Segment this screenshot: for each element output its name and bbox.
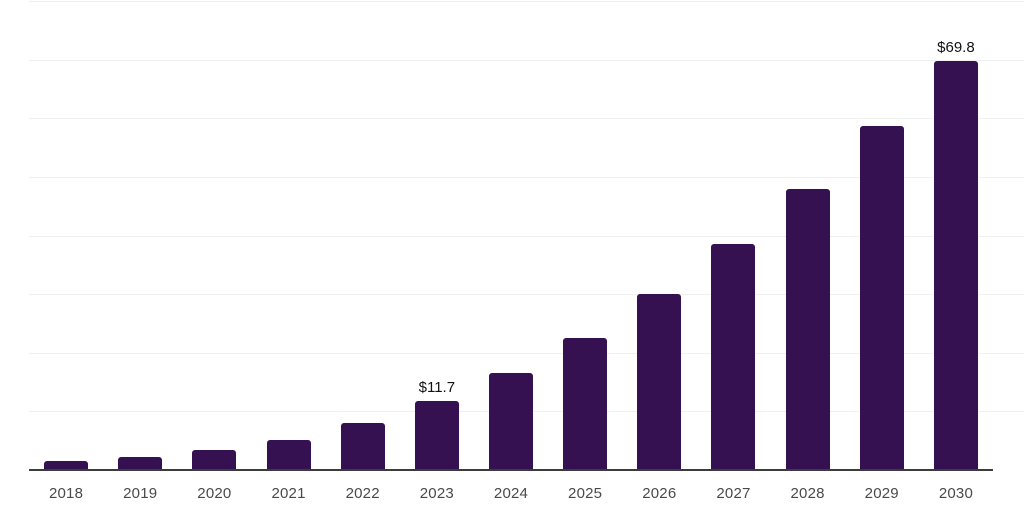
x-tick-label-2029: 2029 (864, 485, 899, 502)
x-tick-label-2027: 2027 (716, 485, 751, 502)
bar-2028 (785, 188, 830, 470)
gridline-20 (29, 352, 1024, 354)
bar-value-label-2030: $69.8 (937, 38, 975, 56)
bar-2020 (192, 450, 237, 470)
bar-2018 (44, 460, 89, 470)
gridline-70 (29, 59, 1024, 61)
x-tick-label-2018: 2018 (48, 485, 84, 502)
bar-2022 (340, 423, 385, 470)
bar-2023 (414, 401, 459, 470)
x-tick-label-2028: 2028 (790, 485, 825, 502)
x-tick-label-2025: 2025 (568, 485, 603, 502)
bar-value-label-2023: $11.7 (418, 379, 456, 397)
x-tick-label-2024: 2024 (493, 485, 529, 502)
gridline-50 (29, 176, 1024, 178)
x-tick-label-2019: 2019 (123, 485, 158, 502)
gridline-80 (29, 1, 1024, 2)
gridline-60 (29, 118, 1024, 120)
x-tick-label-2022: 2022 (345, 485, 380, 502)
bar-2025 (563, 337, 608, 470)
bar-2019 (118, 456, 163, 470)
bar-2021 (266, 440, 311, 470)
x-tick-label-2021: 2021 (271, 485, 306, 502)
bar-2030 (933, 60, 978, 470)
x-tick-label-2026: 2026 (642, 485, 677, 502)
bar-2029 (859, 126, 904, 470)
gridline-30 (29, 294, 1024, 296)
bar-2026 (637, 294, 682, 470)
x-tick-label-2023: 2023 (419, 485, 454, 502)
bar-2024 (489, 373, 533, 470)
x-tick-label-2030: 2030 (938, 485, 973, 502)
gridline-40 (29, 235, 1024, 237)
x-axis-line (29, 469, 993, 471)
bar-2027 (711, 244, 756, 470)
x-tick-label-2020: 2020 (197, 485, 232, 502)
